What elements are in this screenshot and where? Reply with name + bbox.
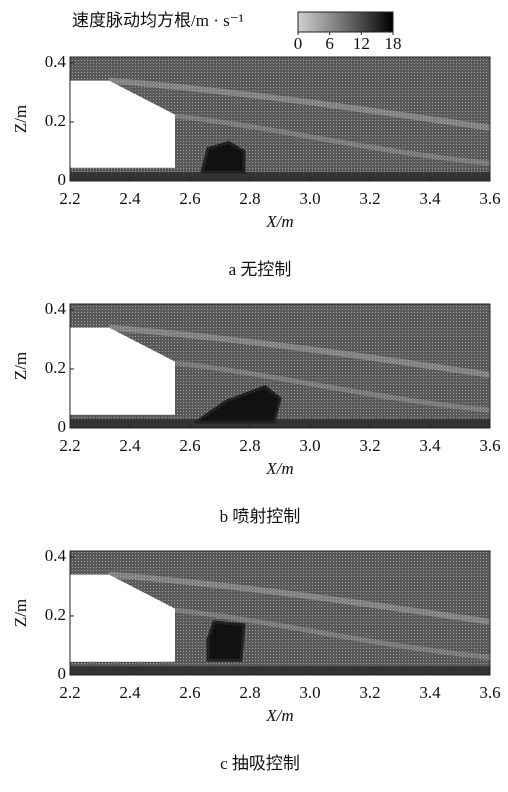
x-tick-label: 3.2 <box>359 683 380 702</box>
y-tick-label: 0 <box>58 417 67 436</box>
x-tick-label: 2.2 <box>59 189 80 208</box>
wake-core <box>208 622 244 660</box>
x-tick-label: 3.6 <box>479 189 500 208</box>
wake-core <box>202 143 244 173</box>
colorbar-tick-label: 0 <box>294 34 303 53</box>
caption: c 抽吸控制 <box>220 754 300 773</box>
y-tick-label: 0.4 <box>45 546 67 565</box>
x-tick-label: 2.4 <box>119 683 141 702</box>
x-tick-label: 3.0 <box>299 189 320 208</box>
x-tick-label: 3.6 <box>479 683 500 702</box>
x-tick-label: 2.2 <box>59 683 80 702</box>
x-tick-label: 3.0 <box>299 436 320 455</box>
x-tick-label: 3.2 <box>359 436 380 455</box>
x-tick-label: 3.0 <box>299 683 320 702</box>
colorbar <box>298 12 393 32</box>
colorbar-tick-label: 6 <box>325 34 334 53</box>
colorbar-tick-label: 18 <box>385 34 402 53</box>
x-tick-label: 2.4 <box>119 189 141 208</box>
y-tick-label: 0 <box>58 170 67 189</box>
x-tick-label: 3.6 <box>479 436 500 455</box>
colorbar-label: 速度脉动均方根/m · s⁻¹ <box>72 11 244 30</box>
x-tick-label: 2.6 <box>179 436 200 455</box>
y-axis-label: Z/m <box>11 599 30 627</box>
colorbar-tick-label: 12 <box>353 34 370 53</box>
caption: b 喷射控制 <box>220 507 301 526</box>
x-tick-label: 2.8 <box>239 683 260 702</box>
y-tick-label: 0.4 <box>45 299 67 318</box>
y-tick-label: 0 <box>58 664 67 683</box>
x-tick-label: 3.4 <box>419 436 441 455</box>
x-axis-label: X/m <box>265 459 293 478</box>
page: {"colorbar": {"label": "速度脉动均方根/m · s⁻¹"… <box>0 0 508 792</box>
x-axis-label: X/m <box>265 706 293 725</box>
caption: a 无控制 <box>229 260 292 279</box>
ground-layer <box>70 666 490 675</box>
x-tick-label: 3.4 <box>419 683 441 702</box>
ground-layer <box>70 419 490 428</box>
y-tick-label: 0.2 <box>45 111 66 130</box>
x-tick-label: 2.6 <box>179 683 200 702</box>
figure: 速度脉动均方根/m · s⁻¹ 0 6 12 18 2.2 2.4 2.6 2.8 3.0 3.2… <box>0 0 508 787</box>
x-tick-label: 2.4 <box>119 436 141 455</box>
x-tick-label: 2.8 <box>239 189 260 208</box>
x-tick-label: 2.6 <box>179 189 200 208</box>
x-axis-label: X/m <box>265 212 293 231</box>
ground-layer <box>70 172 490 181</box>
y-tick-label: 0.2 <box>45 358 66 377</box>
y-axis-label: Z/m <box>11 105 30 133</box>
y-axis-label: Z/m <box>11 352 30 380</box>
x-tick-label: 2.2 <box>59 436 80 455</box>
x-tick-label: 2.8 <box>239 436 260 455</box>
y-tick-label: 0.4 <box>45 52 67 71</box>
x-tick-label: 3.4 <box>419 189 441 208</box>
x-tick-label: 3.2 <box>359 189 380 208</box>
y-tick-label: 0.2 <box>45 605 66 624</box>
